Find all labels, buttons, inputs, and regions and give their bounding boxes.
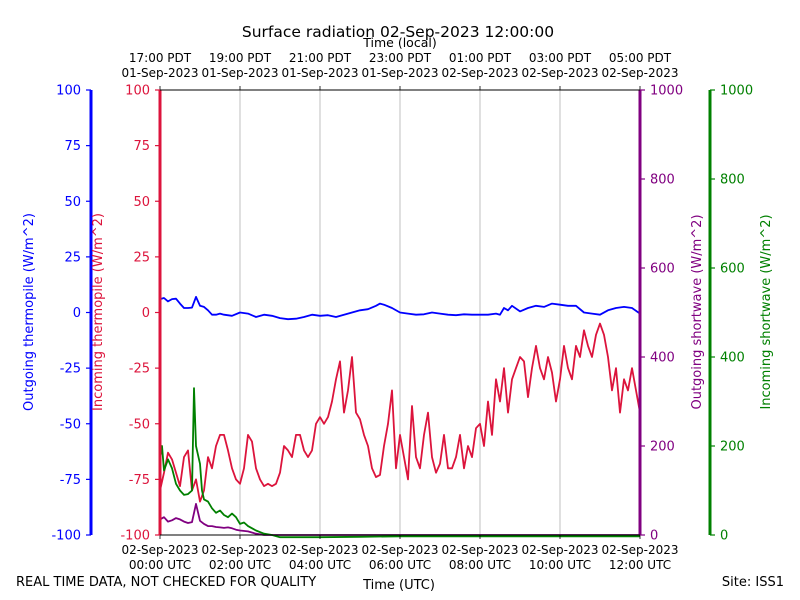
site-label: Site: ISS1: [721, 575, 784, 590]
x-tick-label-utc-time: 10:00 UTC: [529, 558, 591, 572]
y-tick-label: 75: [133, 139, 150, 154]
y-tick-label: 25: [64, 250, 81, 265]
x-tick-label-utc-date: 02-Sep-2023: [441, 543, 518, 557]
y-tick-label: -75: [129, 473, 150, 488]
y-label-outgoing-thermopile: Outgoing thermopile (W/m^2): [22, 213, 37, 411]
x-tick-label-utc-time: 04:00 UTC: [289, 558, 351, 572]
y-tick-label: 400: [720, 351, 745, 366]
x-tick-label-local-time: 19:00 PDT: [209, 51, 272, 65]
series-line-incoming-thermopile: [159, 322, 641, 503]
y-tick-label: 400: [650, 351, 675, 366]
x-tick-label-utc-date: 02-Sep-2023: [521, 543, 598, 557]
x-tick-label-utc-date: 02-Sep-2023: [601, 543, 678, 557]
y-tick-label: 50: [64, 195, 81, 210]
series-line-outgoing-thermopile: [159, 295, 641, 321]
chart-title: Surface radiation 02-Sep-2023 12:00:00: [242, 23, 554, 41]
y-tick-label: 100: [125, 84, 150, 99]
y-tick-label: 1000: [650, 84, 683, 99]
x-tick-label-utc-date: 02-Sep-2023: [201, 543, 278, 557]
y-tick-label: 200: [650, 440, 675, 455]
x-tick-label-local-date: 02-Sep-2023: [601, 66, 678, 80]
x-tick-label-utc-time: 08:00 UTC: [449, 558, 511, 572]
y-tick-label: -75: [60, 473, 81, 488]
x-tick-label-utc-time: 02:00 UTC: [209, 558, 271, 572]
x-tick-label-utc-date: 02-Sep-2023: [361, 543, 438, 557]
x-tick-label-utc-time: 12:00 UTC: [609, 558, 671, 572]
y-tick-label: 75: [64, 139, 81, 154]
y-tick-label: 0: [73, 306, 81, 321]
x-tick-label-utc-time: 00:00 UTC: [129, 558, 191, 572]
y-tick-label: 0: [720, 529, 728, 544]
x-tick-label-local-time: 17:00 PDT: [129, 51, 192, 65]
y-tick-label: 50: [133, 195, 150, 210]
y-tick-label: -50: [129, 417, 150, 432]
y-label-incoming-thermopile: Incoming thermopile (W/m^2): [91, 213, 106, 411]
x-tick-label-local-time: 05:00 PDT: [609, 51, 672, 65]
y-tick-label: 0: [142, 306, 150, 321]
y-tick-label: 800: [720, 173, 745, 188]
x-tick-label-local-date: 01-Sep-2023: [121, 66, 198, 80]
series-line-incoming-shortwave: [159, 387, 640, 539]
y-label-outgoing-shortwave: Outgoing shortwave (W/m^2): [690, 214, 705, 409]
x-tick-label-local-time: 01:00 PDT: [449, 51, 512, 65]
x-tick-label-local-date: 02-Sep-2023: [441, 66, 518, 80]
x-tick-label-local-date: 01-Sep-2023: [281, 66, 358, 80]
y-tick-label: 1000: [720, 84, 753, 99]
x-tick-label-utc-time: 06:00 UTC: [369, 558, 431, 572]
x-tick-label-local-time: 03:00 PDT: [529, 51, 592, 65]
y-tick-label: 600: [720, 262, 745, 277]
x-tick-label-local-date: 01-Sep-2023: [361, 66, 438, 80]
x-tick-label-utc-date: 02-Sep-2023: [121, 543, 198, 557]
y-tick-label: -100: [120, 529, 150, 544]
y-tick-label: 200: [720, 440, 745, 455]
x-tick-label-local-time: 23:00 PDT: [369, 51, 432, 65]
y-tick-label: -25: [129, 362, 150, 377]
y-tick-label: 100: [56, 84, 81, 99]
top-axis-label: Time (local): [362, 35, 436, 50]
y-tick-label: 800: [650, 173, 675, 188]
y-tick-label: -25: [60, 362, 81, 377]
x-axis-label: Time (UTC): [362, 578, 435, 593]
quality-note: REAL TIME DATA, NOT CHECKED FOR QUALITY: [16, 575, 317, 590]
y-tick-label: 0: [650, 529, 658, 544]
x-tick-label-local-date: 02-Sep-2023: [521, 66, 598, 80]
y-tick-label: -100: [51, 529, 81, 544]
x-tick-label-utc-date: 02-Sep-2023: [281, 543, 358, 557]
y-tick-label: -50: [60, 417, 81, 432]
x-tick-label-local-date: 01-Sep-2023: [201, 66, 278, 80]
x-tick-label-local-time: 21:00 PDT: [289, 51, 352, 65]
y-label-incoming-shortwave: Incoming shortwave (W/m^2): [759, 214, 774, 409]
y-tick-label: 600: [650, 262, 675, 277]
y-tick-label: 25: [133, 250, 150, 265]
